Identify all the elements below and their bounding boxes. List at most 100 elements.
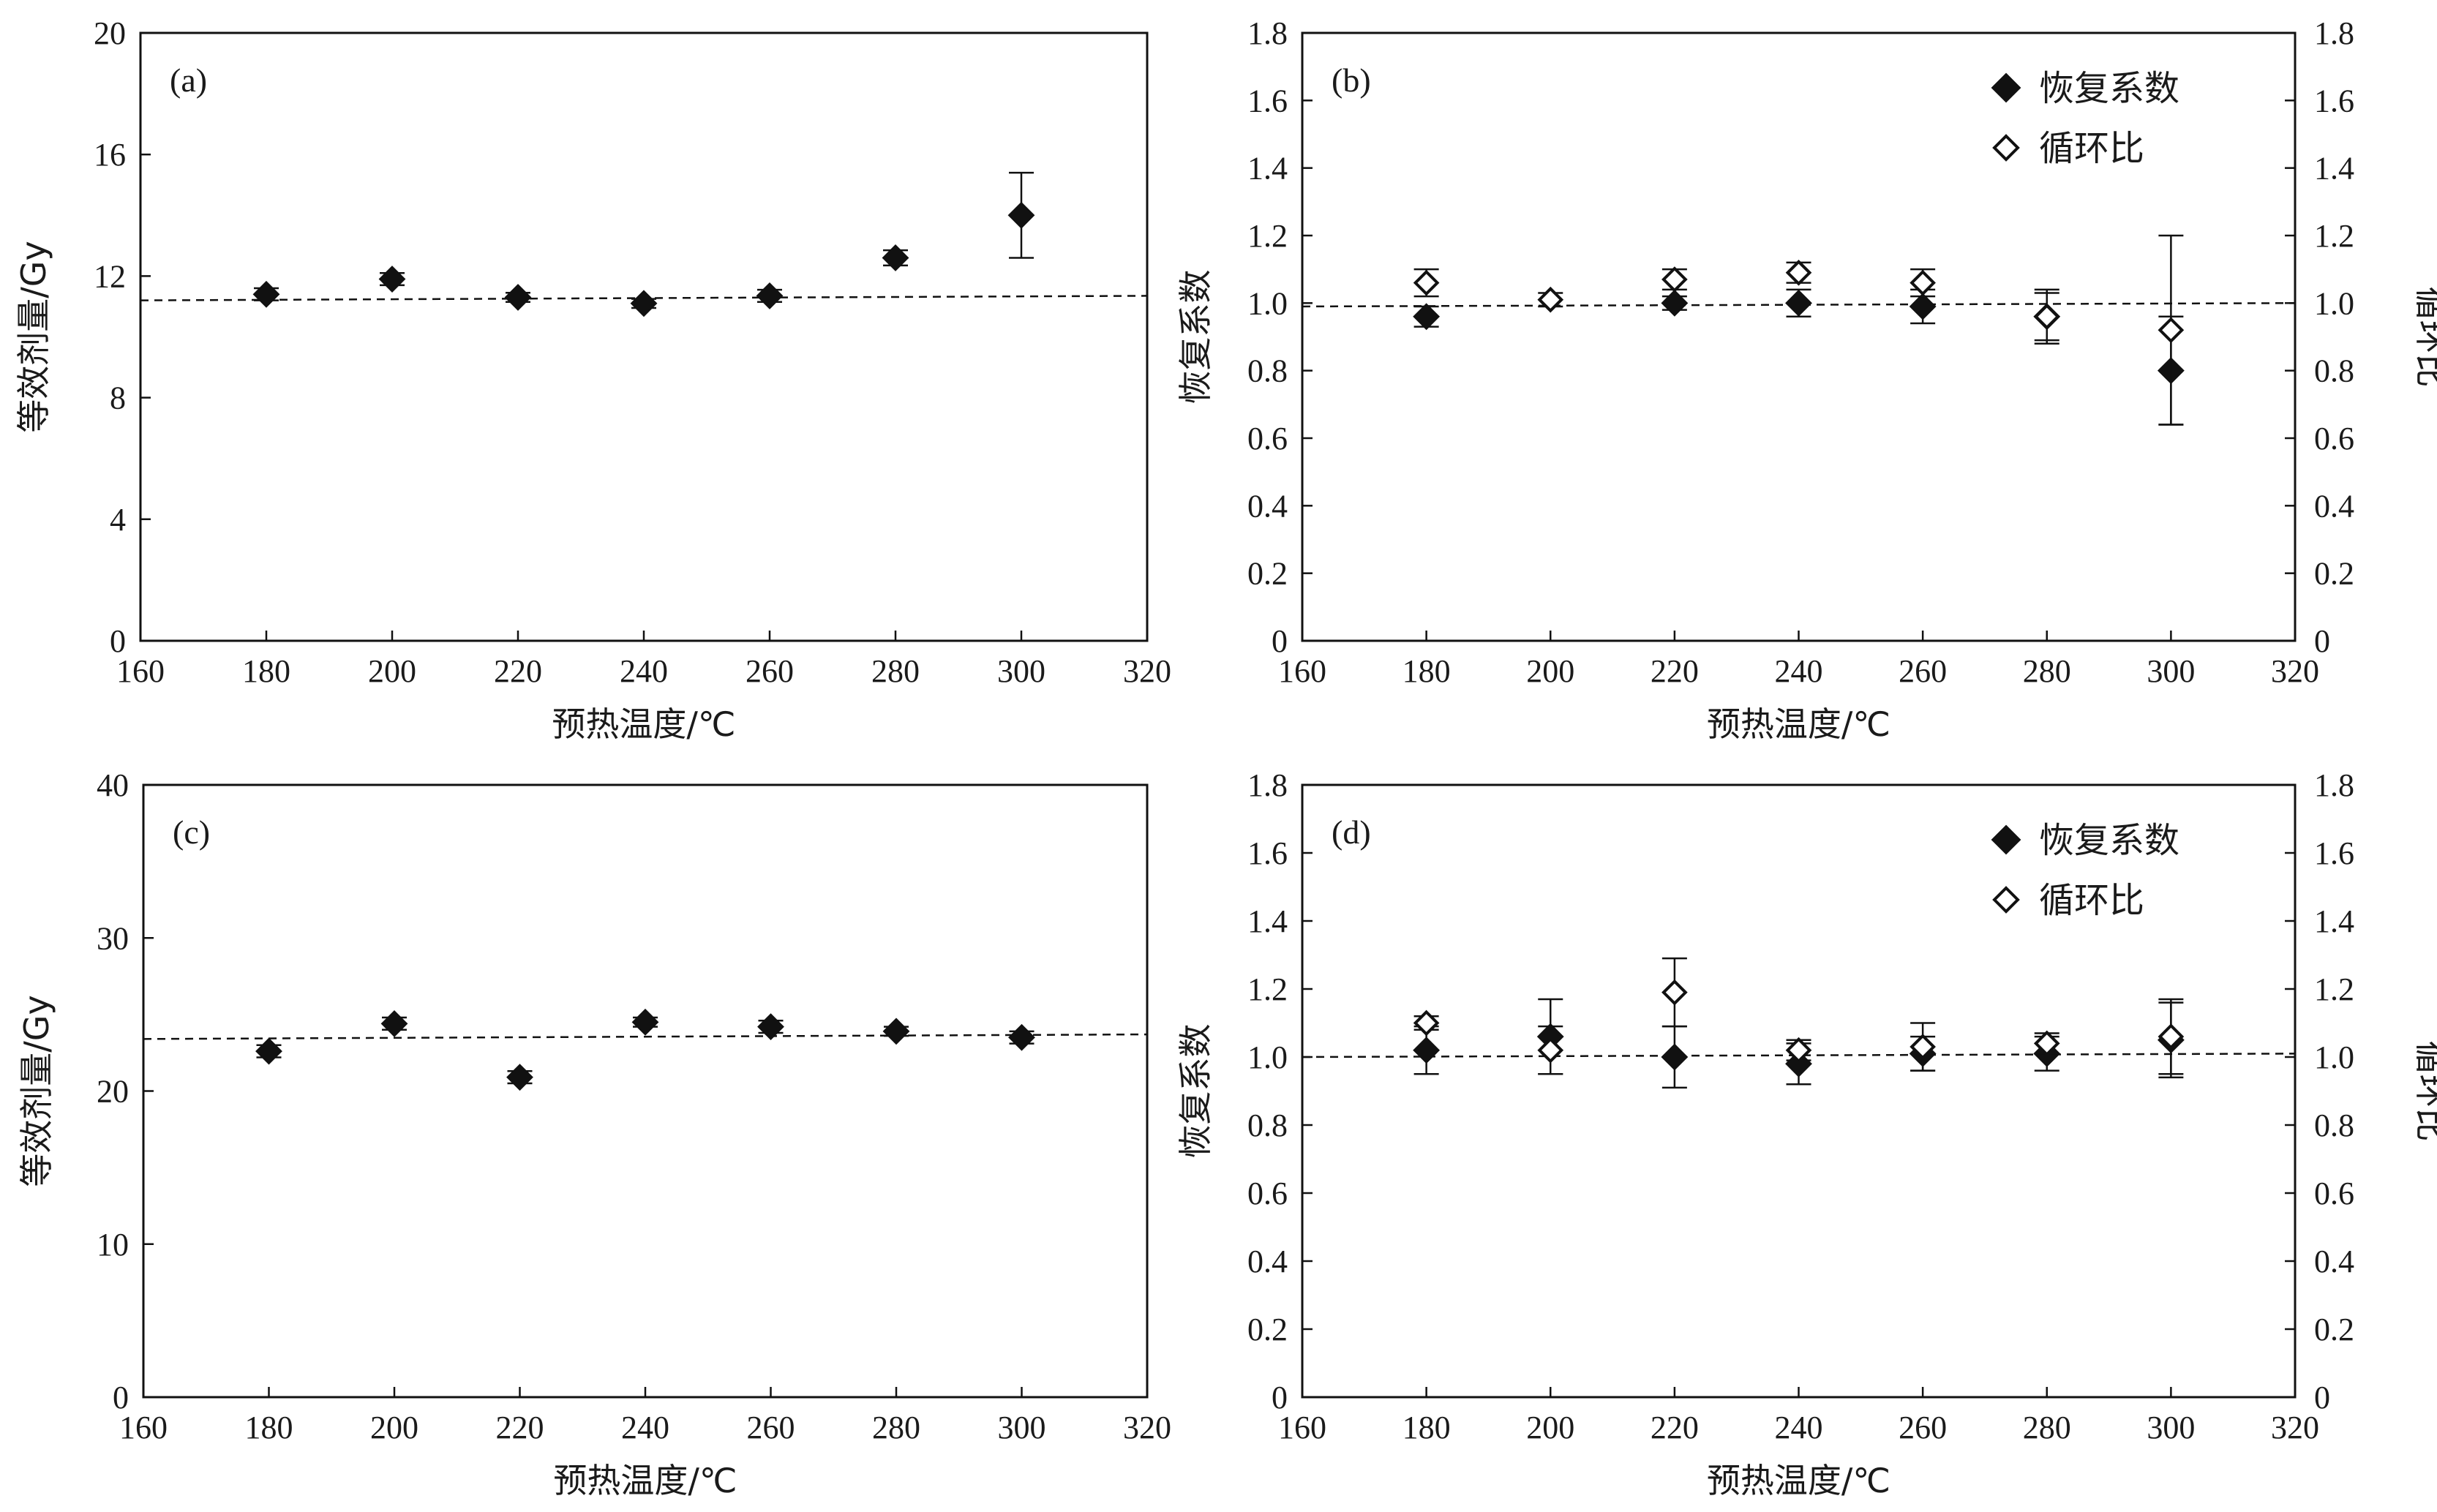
data-point [380,1010,408,1037]
y-tick-label: 1.8 [1247,15,1288,51]
data-point [1537,286,1564,313]
y-tick-label: 0.4 [1247,1244,1288,1279]
data-point [1007,201,1035,229]
y-tick-label: 1.4 [1247,151,1288,187]
y-right-tick-label: 0 [2314,1380,2330,1415]
x-tick-label: 160 [116,653,165,689]
y-right-tick-label: 1.6 [2314,83,2354,119]
y-tick-label: 0 [1272,1380,1288,1415]
data-point [630,290,658,317]
data-point [1785,1037,1812,1064]
x-tick-label: 160 [1278,653,1326,689]
data-point [378,266,406,293]
chart-panel-d: 160 180 200 220 240 260 280 300 32000.20.40.60.8… [1176,767,2437,1500]
plot-frame [1301,783,2297,1399]
legend-open-diamond-icon [1992,134,2020,162]
x-tick-label: 160 [119,1410,168,1445]
data-point [1413,303,1441,331]
y-right-tick-label: 0.6 [2314,421,2354,456]
x-tick-label: 220 [1651,1410,1699,1445]
x-tick-label: 260 [1899,653,1947,689]
reference-line [1302,302,2296,308]
x-tick-label: 280 [2023,1410,2071,1445]
y-tick-label: 0.4 [1247,488,1288,524]
panel-label: (a) [170,61,207,99]
chart-panel-c: 160 180 200 220 240 260 280 300 320 0 10 20 30 40 预热温度… [17,767,1171,1500]
y-right-tick-label: 0.2 [2314,556,2354,592]
chart-panel-a: 160 180 200 220 240 260 280 300 320 0 4 8 12 16 20 预热温度… [14,15,1171,744]
x-tick-label: 300 [998,1410,1046,1445]
y-tick-label: 8 [110,380,126,416]
y-right-tick-label: 1.8 [2314,767,2354,803]
plot-frame [142,783,1149,1399]
data-point [2033,303,2060,330]
data-point [1537,1037,1564,1064]
data-point [1413,269,1440,296]
x-tick-label: 200 [370,1410,418,1445]
data-point [1661,266,1688,293]
reference-line [1302,1053,2296,1058]
data-point [882,1018,910,1045]
data-point [1909,293,1937,320]
plot-frame [139,31,1149,642]
series-filled [1413,288,2185,426]
data-point [2033,1030,2060,1057]
y-tick-label: 0.2 [1247,1312,1288,1347]
y-tick-label: 20 [94,15,126,51]
data-point [757,1013,784,1041]
x-tick-label: 280 [2023,653,2071,689]
data-point [756,282,784,309]
x-tick-label: 300 [2147,653,2195,689]
y-tick-label: 1.0 [1247,285,1288,321]
y-tick-label: 1.0 [1247,1039,1288,1075]
y-tick-label: 1.2 [1247,218,1288,254]
series-filled [255,1008,1035,1091]
x-axis-label: 预热温度/℃ [553,1461,737,1500]
y-tick-label: 0.2 [1247,556,1288,592]
y-tick-label: 1.6 [1247,83,1288,119]
x-tick-label: 180 [245,1410,293,1445]
y-tick-label: 0 [113,1380,129,1415]
reference-line [143,1033,1148,1040]
y-tick-label: 0 [110,623,126,659]
data-point [631,1008,659,1036]
plot-frame [1301,31,2297,642]
series-open [1413,957,2185,1075]
x-tick-label: 300 [997,653,1045,689]
y-axis-label: 等效剂量/Gy [17,995,56,1186]
y-tick-label: 0.8 [1247,353,1288,389]
data-point [255,1037,282,1065]
data-point [252,280,280,308]
x-tick-label: 160 [1278,1410,1326,1445]
legend-open-diamond-icon [1992,886,2020,914]
legend-label: 循环比 [2039,880,2144,921]
x-tick-label: 260 [747,1410,795,1445]
x-tick-label: 320 [1123,653,1171,689]
legend-label: 恢复系数 [2039,68,2179,109]
panel-label: (c) [173,813,210,851]
y-tick-label: 16 [94,137,126,173]
panel-label: (b) [1332,61,1371,99]
series-filled [252,171,1035,317]
y-tick-label: 1.4 [1247,903,1288,939]
x-axis-label: 预热温度/℃ [1707,704,1890,744]
x-tick-label: 200 [368,653,416,689]
x-tick-label: 240 [621,1410,669,1445]
x-tick-label: 180 [242,653,290,689]
y-right-tick-label: 0.4 [2314,1244,2354,1279]
y-tick-label: 40 [97,767,129,803]
y-axis-label: 恢复系数 [1176,270,1215,405]
x-tick-label: 240 [1775,653,1823,689]
x-tick-label: 280 [871,653,920,689]
y-tick-label: 10 [97,1227,129,1263]
x-tick-label: 200 [1526,653,1574,689]
y-tick-label: 1.2 [1247,971,1288,1007]
x-tick-label: 220 [1651,653,1699,689]
y-right-tick-label: 0.8 [2314,1107,2354,1143]
x-tick-label: 300 [2147,1410,2195,1445]
x-tick-label: 260 [1899,1410,1947,1445]
x-tick-label: 320 [2271,653,2319,689]
data-point [1910,1034,1936,1060]
